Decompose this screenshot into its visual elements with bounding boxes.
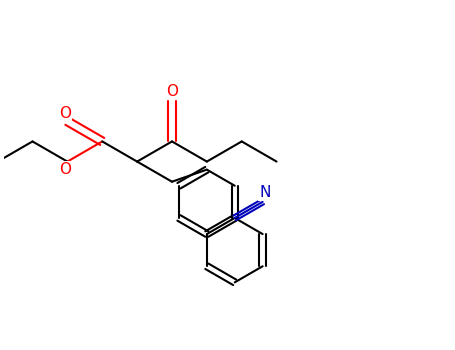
Text: O: O — [59, 106, 71, 121]
Text: N: N — [259, 186, 271, 201]
Text: O: O — [166, 84, 178, 99]
Text: O: O — [59, 162, 71, 177]
